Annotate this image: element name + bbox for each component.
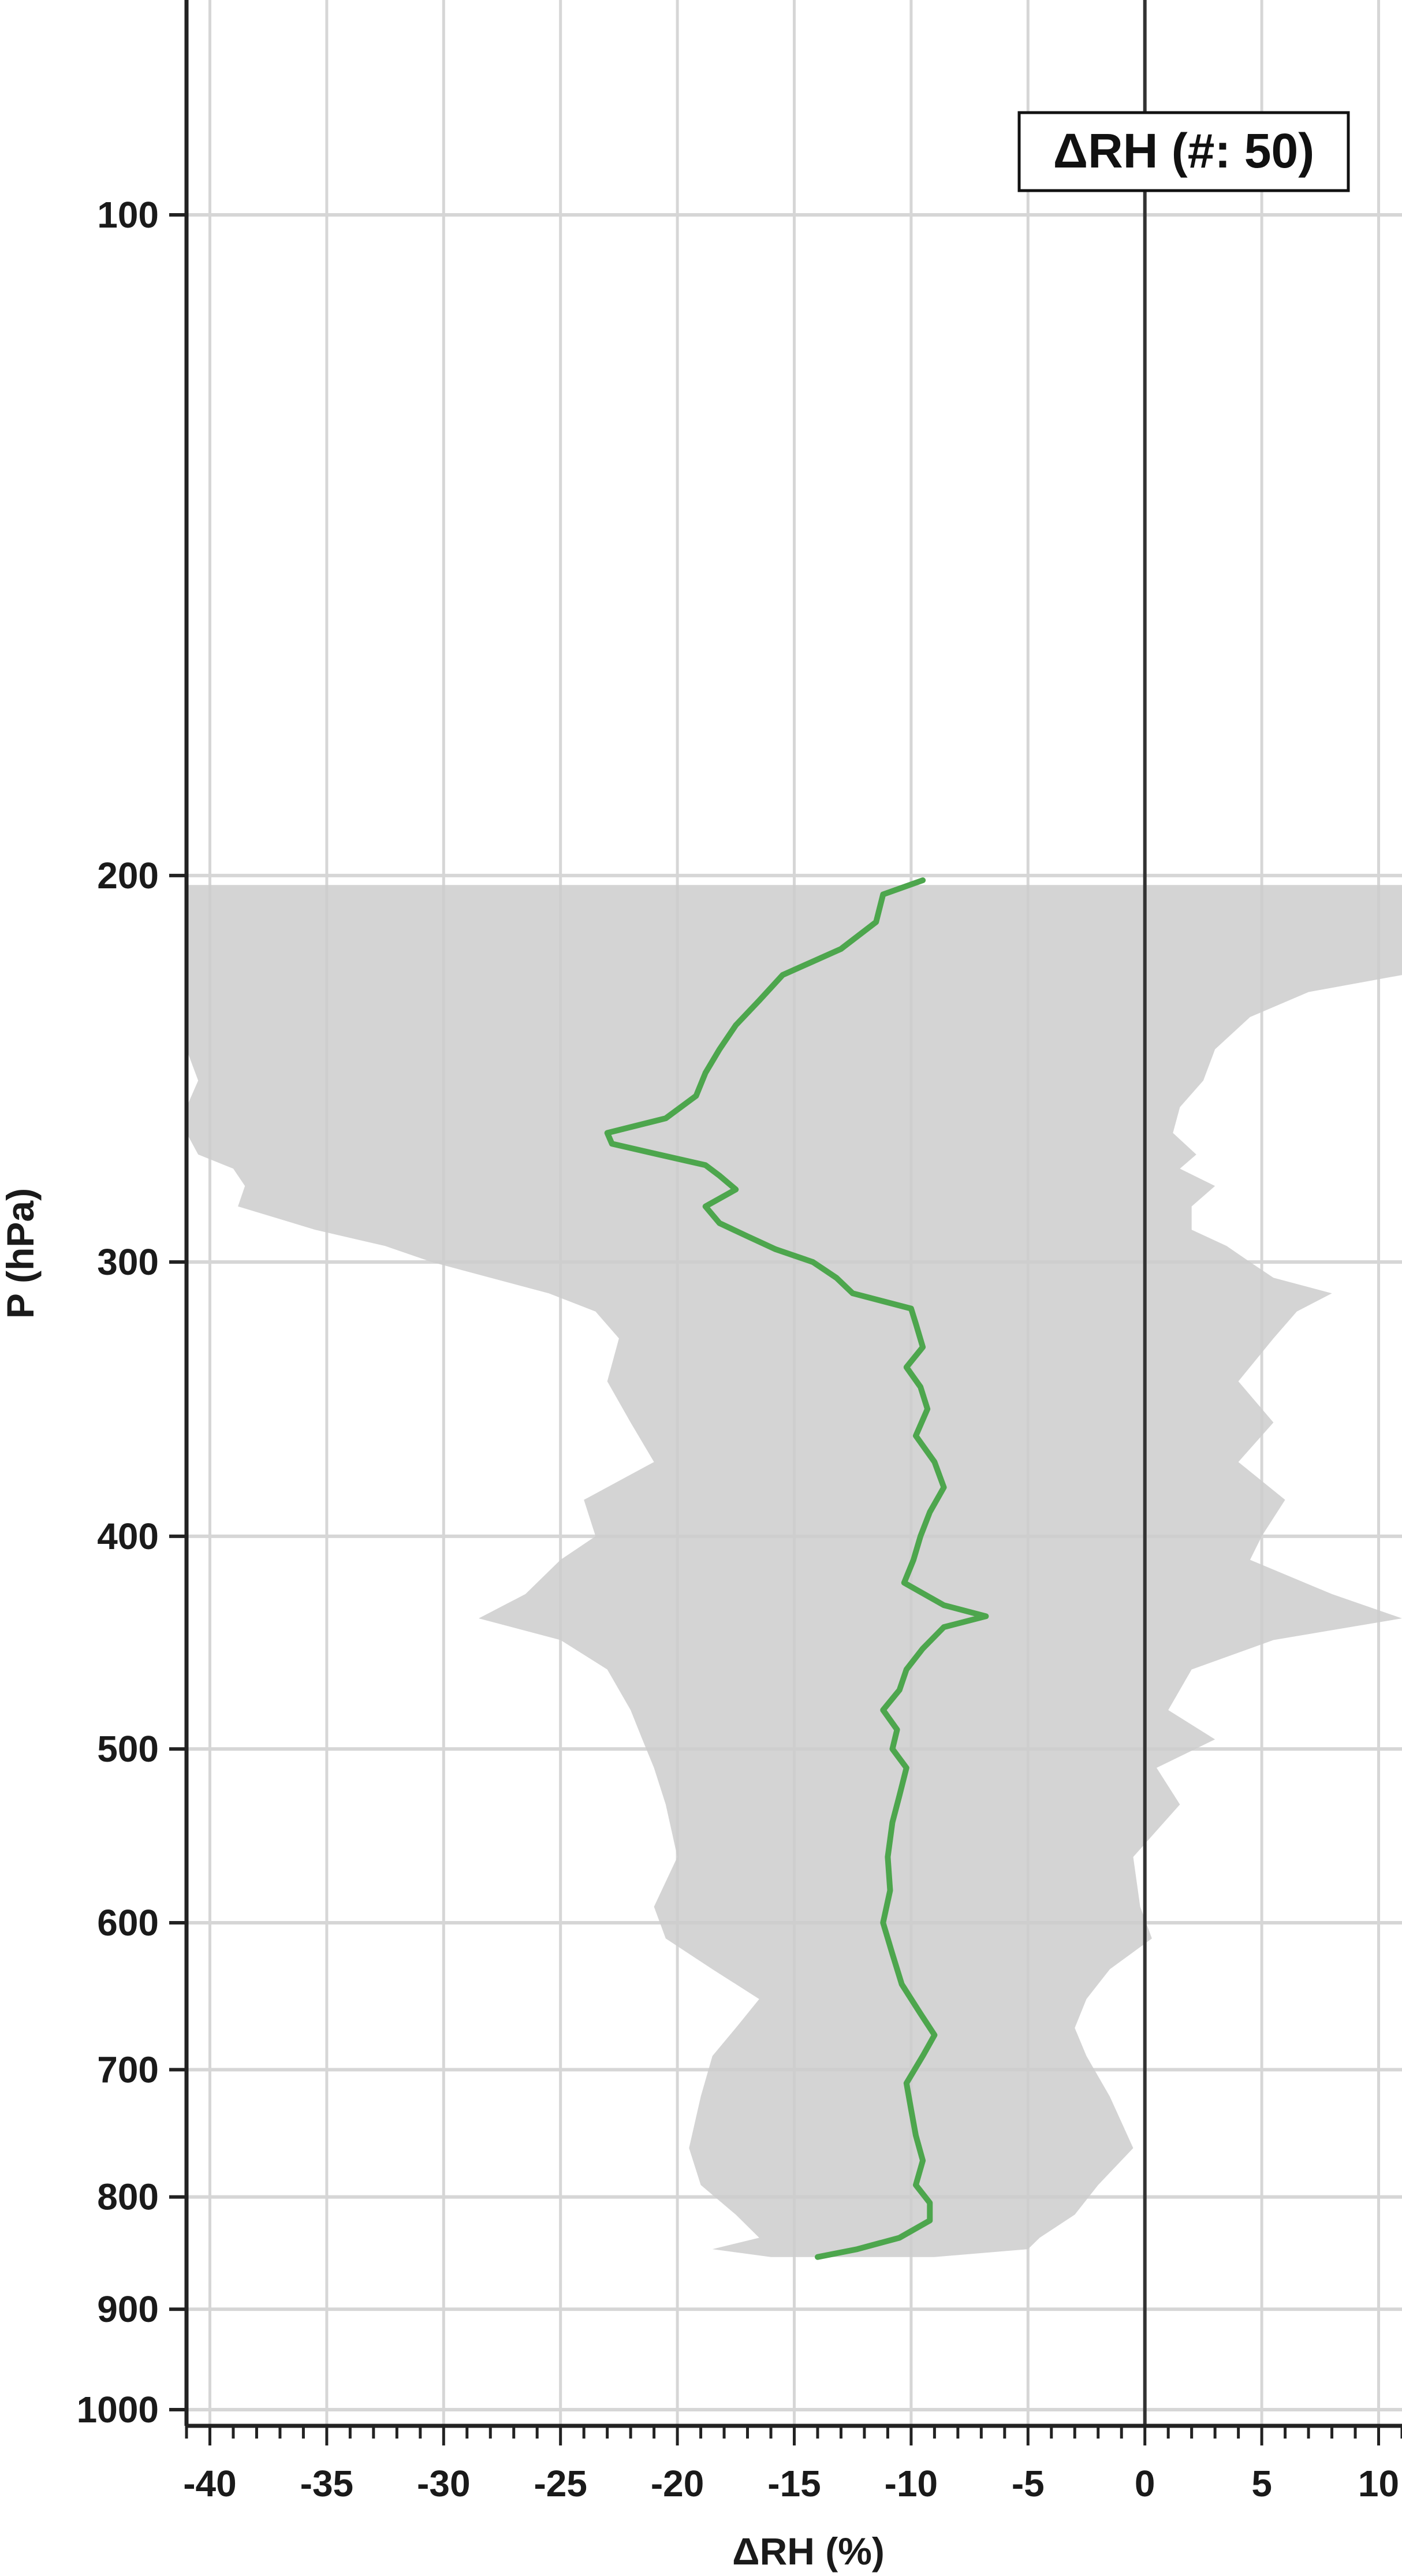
y-axis-ticks: 100 200 300 400 500 600 700 800 900 1000	[77, 194, 187, 2430]
mean-line	[604, 877, 989, 2260]
x-tick-label: 5	[1251, 2463, 1272, 2504]
x-tick-label: -5	[1012, 2463, 1045, 2504]
x-axis-ticks: -40 -35 -30 -25 -20 -15 -10 -5 0 5 10	[183, 2426, 1402, 2504]
y-tick-label: 900	[97, 2288, 159, 2330]
x-axis-title: ΔRH (%)	[732, 2530, 885, 2573]
x-tick-label: -25	[534, 2463, 587, 2504]
y-tick-label: 500	[97, 1728, 159, 1770]
x-tick-label: -20	[651, 2463, 704, 2504]
legend-label: ΔRH (#: 50)	[1053, 124, 1314, 178]
x-tick-label: 10	[1358, 2463, 1399, 2504]
x-tick-label: -35	[300, 2463, 354, 2504]
y-tick-label: 200	[97, 855, 159, 896]
y-tick-label: 600	[97, 1902, 159, 1944]
y-tick-label: 300	[97, 1241, 159, 1283]
y-tick-label: 800	[97, 2176, 159, 2218]
x-tick-label: -15	[767, 2463, 821, 2504]
y-tick-label: 700	[97, 2049, 159, 2090]
y-tick-label: 1000	[77, 2389, 159, 2430]
spread-band-group	[187, 885, 1402, 2257]
x-tick-label: -30	[417, 2463, 471, 2504]
spread-band	[187, 885, 1402, 2257]
x-tick-label: -40	[183, 2463, 237, 2504]
series-group	[604, 877, 989, 2260]
x-tick-label: -10	[885, 2463, 938, 2504]
y-tick-label: 400	[97, 1516, 159, 1557]
y-tick-label: 100	[97, 194, 159, 236]
legend-box: ΔRH (#: 50)	[1017, 111, 1350, 192]
x-tick-label: 0	[1135, 2463, 1155, 2504]
y-axis-title: P (hPa)	[0, 1188, 42, 1319]
